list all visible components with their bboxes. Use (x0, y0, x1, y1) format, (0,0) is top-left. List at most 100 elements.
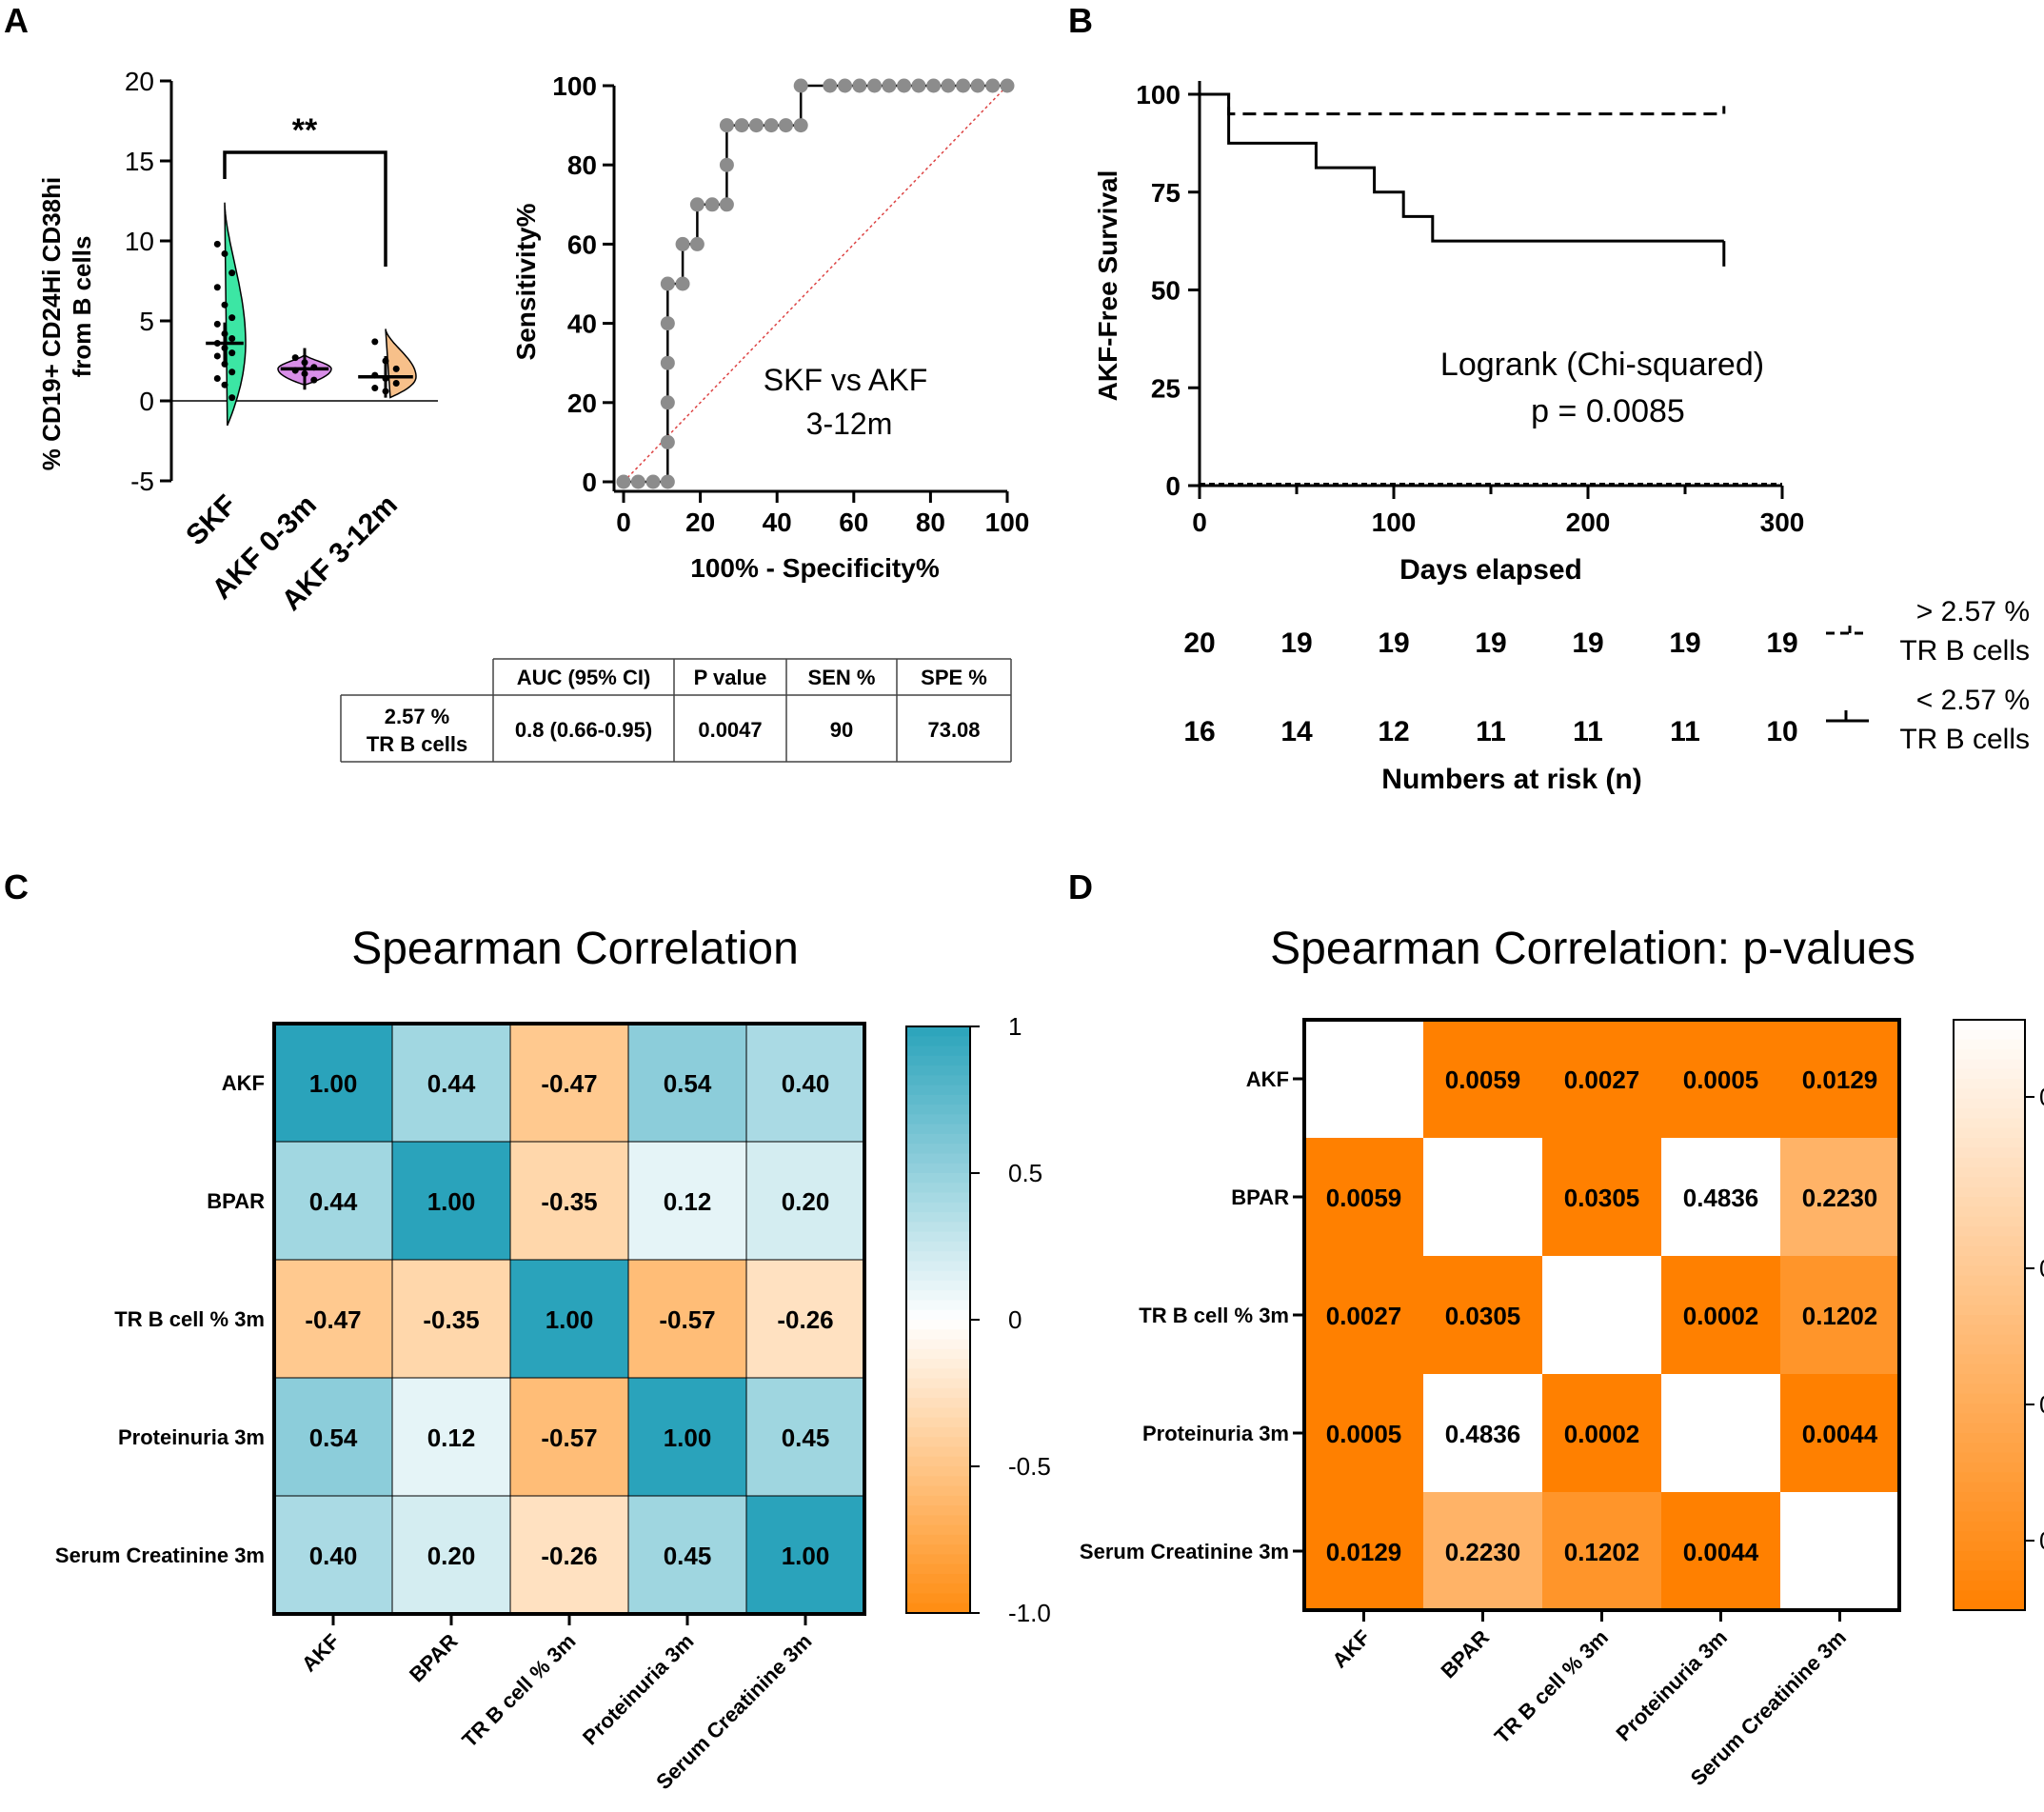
risk-count: 14 (1280, 716, 1313, 747)
colorbar-tick-label: 0.5 (1008, 1159, 1042, 1187)
colorbar-segment (906, 1515, 970, 1526)
colorbar-segment (906, 1153, 970, 1165)
pvalue-value: 0.0129 (1802, 1065, 1878, 1094)
colorbar-segment (906, 1270, 970, 1282)
correlation-cell (273, 1141, 393, 1261)
colorbar-segment (906, 1339, 970, 1350)
colorbar-segment (1954, 1393, 2025, 1404)
colorbar-segment (1954, 1206, 2025, 1218)
colorbar-tick-label: 0.3 (2039, 1254, 2044, 1283)
roc-x-tick-label: 80 (916, 508, 945, 537)
pvalue-grid: 0.0059 0.0027 0.0005 0.0129 0.0059 0.0305 0.48… (1080, 1018, 2044, 1790)
pvalue-value: 0.0002 (1564, 1420, 1640, 1448)
pvalue-cell (1304, 1374, 1423, 1492)
violin-point (371, 371, 379, 379)
pvalue-value: 0.4836 (1445, 1420, 1521, 1448)
risk-label-low-line2: TR B cells (1899, 724, 2030, 755)
violin-point (310, 376, 318, 384)
colorbar-segment (1954, 1285, 2025, 1297)
colorbar-segment (906, 1241, 970, 1252)
table-header-pvalue: P value (694, 666, 767, 689)
logrank-line2: p = 0.0085 (1531, 393, 1685, 429)
table-grid (340, 658, 1012, 763)
pvalue-col-label: AKF (1327, 1625, 1375, 1673)
km-y-tick-label: 25 (1151, 373, 1181, 403)
colorbar-segment (906, 1534, 970, 1545)
colorbar-segment (1954, 1590, 2025, 1602)
correlation-value: 0.20 (782, 1187, 830, 1216)
colorbar-segment (1954, 1157, 2025, 1168)
roc-title-line1: SKF vs AKF (764, 363, 927, 397)
pvalue-cell (1542, 1256, 1661, 1374)
violin-skf (224, 202, 247, 427)
violin-point (228, 349, 236, 357)
roc-x-tick-label: 40 (763, 508, 792, 537)
pvalue-value: 0.0005 (1326, 1420, 1402, 1448)
roc-point (660, 395, 675, 410)
violin-x-label: SKF (180, 489, 243, 552)
roc-point (645, 474, 661, 489)
correlation-cell (745, 1023, 865, 1143)
colorbar-segment (1954, 1404, 2025, 1415)
colorbar-segment (906, 1280, 970, 1291)
colorbar-segment (906, 1183, 970, 1194)
roc-point (660, 276, 675, 291)
colorbar-segment (906, 1495, 970, 1506)
violin-y-tick-label: -5 (130, 467, 154, 496)
risk-count: 19 (1475, 627, 1506, 659)
pvalue-value: 0.0305 (1564, 1184, 1640, 1212)
pvalue-value: 0.2230 (1445, 1538, 1521, 1566)
violin-point (228, 269, 236, 277)
pvalue-row-label: TR B cell % 3m (1139, 1304, 1289, 1327)
colorbar-segment (906, 1476, 970, 1487)
colorbar-segment (906, 1398, 970, 1409)
colorbar-segment (1954, 1068, 2025, 1080)
table-header-sen: SEN % (808, 666, 876, 689)
correlation-value: 0.45 (782, 1424, 830, 1452)
colorbar-segment (1954, 1216, 2025, 1227)
pvalue-cell (1780, 1020, 1899, 1138)
correlation-col-label: Proteinuria 3m (578, 1629, 699, 1750)
pvalue-cell (1661, 1374, 1780, 1492)
pvalue-cell (1423, 1492, 1542, 1610)
colorbar-segment (1954, 1138, 2025, 1149)
violin-y-tick-label: 20 (125, 67, 154, 96)
colorbar-segment (1954, 1020, 2025, 1031)
roc-point (764, 118, 779, 133)
colorbar-tick-label: 0.1 (2039, 1526, 2044, 1555)
correlation-value: 0.40 (309, 1542, 358, 1570)
colorbar-segment (906, 1309, 970, 1321)
colorbar-segment (906, 1094, 970, 1105)
correlation-value: 1.00 (309, 1069, 358, 1098)
pvalue-value: 0.0027 (1564, 1065, 1640, 1094)
roc-point (926, 78, 942, 93)
roc-chart: 00 20 20 40 40 60 60 80 80 100 100 Sensitivity% 10… (511, 71, 1029, 583)
correlation-row-label: Serum Creatinine 3m (55, 1543, 265, 1567)
pvalue-cell (1423, 1256, 1542, 1374)
colorbar-segment (1954, 1423, 2025, 1434)
colorbar-segment (1954, 1522, 2025, 1533)
risk-count: 19 (1280, 627, 1312, 659)
correlation-value: 0.54 (664, 1069, 712, 1098)
colorbar-segment (906, 1251, 970, 1263)
colorbar-segment (906, 1573, 970, 1584)
violin-ylabel-line1: % CD19+ CD24Hi CD38hi (37, 177, 66, 471)
pvalue-row-label: Proteinuria 3m (1142, 1422, 1289, 1445)
roc-point (778, 118, 793, 133)
colorbar-tick-label: -0.5 (1008, 1452, 1051, 1481)
pvalue-value: 0.2230 (1802, 1184, 1878, 1212)
colorbar-segment (1954, 1502, 2025, 1513)
colorbar-segment (906, 1426, 970, 1438)
correlation-value: 1.00 (782, 1542, 830, 1570)
colorbar-segment (1954, 1304, 2025, 1316)
pvalue-cell (1780, 1138, 1899, 1256)
colorbar-tick-label: 1 (1008, 1012, 1022, 1041)
correlation-cell (745, 1495, 865, 1615)
km-y-tick-label: 75 (1151, 178, 1181, 208)
roc-point (838, 78, 853, 93)
table-cell-pvalue: 0.0047 (698, 718, 762, 742)
colorbar-segment (906, 1387, 970, 1399)
correlation-cell (627, 1023, 747, 1143)
colorbar-segment (1954, 1186, 2025, 1198)
violin-point (221, 329, 228, 337)
